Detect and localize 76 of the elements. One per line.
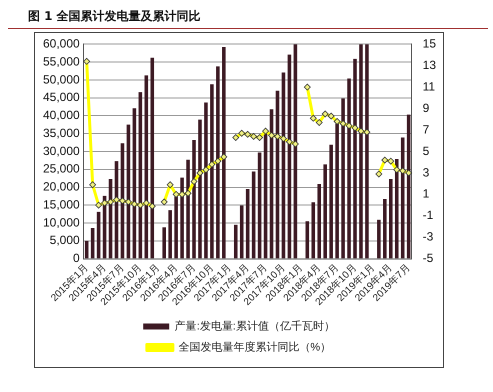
bar xyxy=(144,75,148,258)
bar xyxy=(168,210,172,258)
bar xyxy=(84,240,88,258)
y2-tick-label: 1 xyxy=(422,186,430,201)
y-tick-label: 30,000 xyxy=(43,144,80,158)
y-tick-label: 50,000 xyxy=(43,72,80,86)
y2-tick-label: -3 xyxy=(422,230,434,244)
bar xyxy=(282,72,286,258)
y2-tick-label: 11 xyxy=(422,79,436,94)
bar xyxy=(311,202,316,258)
bar xyxy=(317,184,322,258)
bar xyxy=(162,227,166,258)
y2-tick-label: 9 xyxy=(422,100,430,115)
bar xyxy=(192,140,196,258)
bar xyxy=(198,120,202,258)
y2-tick-label: -5 xyxy=(422,251,434,266)
bar xyxy=(150,58,154,258)
bar xyxy=(341,98,345,258)
bar xyxy=(120,143,124,258)
bar xyxy=(246,189,250,258)
bar xyxy=(186,160,190,258)
chart-title: 图 1 全国累计发电量及累计同比 xyxy=(8,8,488,29)
y2-tick-label: 5 xyxy=(422,144,430,158)
bar xyxy=(377,220,381,258)
bar xyxy=(126,124,130,258)
bar xyxy=(240,205,244,258)
bar xyxy=(132,108,136,258)
y-tick-label: 15,000 xyxy=(43,197,80,212)
bar xyxy=(365,44,369,258)
bar xyxy=(394,159,399,258)
legend-label: 产量:发电量:累计值（亿千瓦时） xyxy=(174,320,335,333)
y-tick-label: 60,000 xyxy=(43,36,80,51)
bar xyxy=(108,179,112,258)
bar xyxy=(383,199,387,258)
bar xyxy=(347,78,351,258)
bar xyxy=(306,221,310,258)
y2-tick-label: 13 xyxy=(422,58,436,72)
bar xyxy=(294,44,298,258)
bar xyxy=(114,161,118,258)
y-tick-label: 45,000 xyxy=(43,90,80,104)
bar xyxy=(216,66,220,258)
bar xyxy=(335,124,339,258)
y-tick-label: 5,000 xyxy=(50,233,80,248)
y-tick-label: 0 xyxy=(73,251,80,266)
bar xyxy=(180,178,184,258)
bar xyxy=(204,102,208,258)
bar xyxy=(174,196,178,258)
bar xyxy=(222,47,226,258)
y2-tick-label: 7 xyxy=(422,122,430,136)
bar xyxy=(96,212,100,258)
bar xyxy=(276,90,280,258)
y2-tick-label: 3 xyxy=(422,165,430,180)
y-tick-label: 40,000 xyxy=(43,108,80,122)
bar xyxy=(406,114,410,258)
y-tick-label: 55,000 xyxy=(43,54,80,68)
bar xyxy=(234,224,238,258)
bar xyxy=(388,179,393,258)
y-tick-label: 20,000 xyxy=(43,180,80,194)
bar xyxy=(258,152,262,258)
y-tick-label: 25,000 xyxy=(43,162,80,176)
bar xyxy=(90,228,94,258)
y2-tick-label: 15 xyxy=(422,36,436,51)
bar xyxy=(359,44,363,258)
bar xyxy=(138,92,142,258)
bar xyxy=(329,144,333,258)
y-tick-label: 35,000 xyxy=(43,126,80,140)
bar xyxy=(270,109,274,258)
bar xyxy=(288,54,292,258)
y-tick-label: 10,000 xyxy=(43,215,80,230)
bar xyxy=(353,58,357,258)
bar xyxy=(323,164,327,258)
bar xyxy=(252,172,256,258)
legend-label: 全国发电量年度累计同比（%） xyxy=(178,340,332,354)
bar xyxy=(210,84,214,258)
bar xyxy=(400,138,404,258)
y2-tick-label: -1 xyxy=(422,208,434,222)
